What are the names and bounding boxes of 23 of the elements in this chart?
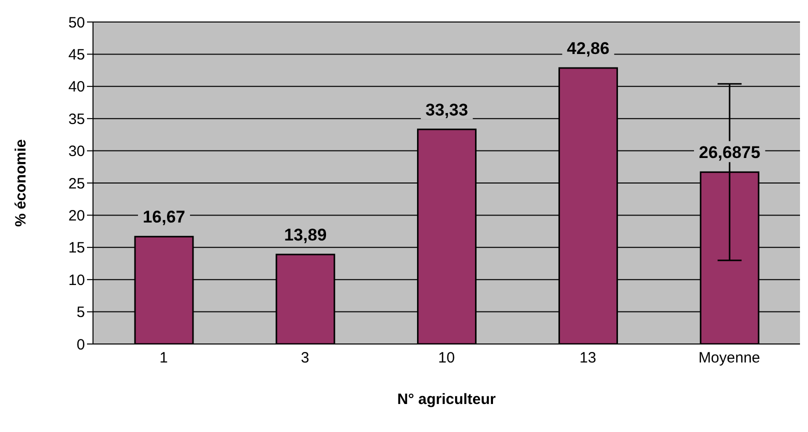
y-tick-label: 5 <box>76 304 85 322</box>
y-tick-label: 35 <box>68 110 85 128</box>
y-tick-label: 45 <box>68 46 85 64</box>
x-tick-label: Moyenne <box>698 350 760 367</box>
y-tick-label: 15 <box>68 240 85 257</box>
x-tick-label: 3 <box>300 350 310 367</box>
y-tick-label: 20 <box>68 208 85 225</box>
data-label: 33,33 <box>426 100 468 120</box>
y-tick-label: 25 <box>68 175 85 192</box>
x-tick-label: 10 <box>438 350 455 367</box>
y-tick-label: 40 <box>68 78 85 96</box>
data-label: 13,89 <box>284 226 327 245</box>
x-tick-label: 1 <box>160 350 168 367</box>
y-tick-label: 30 <box>68 143 85 160</box>
x-axis-title: N° agriculteur <box>397 391 496 408</box>
y-axis-title: % économie <box>12 139 30 227</box>
data-label: 16,67 <box>142 208 186 227</box>
y-tick-label: 10 <box>68 272 85 289</box>
data-label: 26,6875 <box>698 143 760 162</box>
y-tick-label: 0 <box>76 336 85 354</box>
x-tick-label: 13 <box>580 350 596 367</box>
data-label: 42,86 <box>566 38 610 58</box>
y-tick-label: 50 <box>68 14 85 32</box>
